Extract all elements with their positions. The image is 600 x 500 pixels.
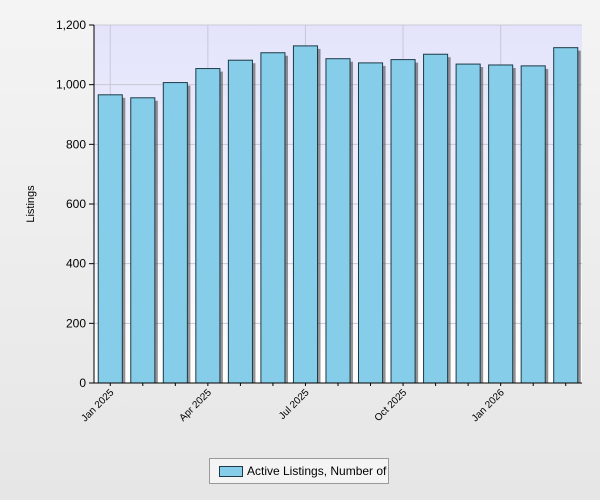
x-tick-label: Oct 2025	[373, 387, 410, 424]
legend-swatch	[219, 465, 243, 477]
bar	[390, 59, 416, 384]
x-tick-label: Jan 2025	[80, 387, 117, 424]
bar	[455, 63, 481, 384]
y-tick-label: 1,000	[56, 78, 86, 92]
y-tick-label: 200	[66, 316, 86, 330]
x-tick-label: Jan 2026	[470, 387, 507, 424]
y-axis-title: Listings	[25, 185, 37, 223]
bar	[195, 68, 221, 384]
bar	[162, 82, 188, 384]
bar	[488, 64, 514, 384]
legend-label: Active Listings, Number of	[247, 464, 387, 478]
y-tick-label: 1,200	[56, 18, 86, 32]
y-axis-ticks: 0 200 400 600 800 1,000 1,200	[56, 18, 94, 390]
bar	[325, 58, 351, 384]
bar	[520, 65, 546, 384]
bar	[357, 62, 384, 384]
bar	[423, 53, 449, 384]
bar	[97, 94, 123, 384]
y-tick-label: 600	[66, 197, 86, 211]
x-tick-label: Apr 2025	[178, 387, 215, 424]
x-axis-ticks: Jan 2025 Apr 2025 Jul 2025 Oct 2025 Jan 2026	[80, 383, 567, 424]
bar	[260, 52, 286, 384]
bar	[292, 45, 319, 384]
y-tick-label: 0	[79, 376, 86, 390]
bar	[227, 59, 253, 384]
bar	[553, 47, 579, 384]
bars	[97, 45, 581, 384]
y-tick-label: 400	[66, 257, 86, 271]
bar	[130, 97, 156, 384]
x-tick-label: Jul 2025	[277, 387, 312, 422]
legend: Active Listings, Number of	[209, 458, 389, 484]
y-tick-label: 800	[66, 137, 86, 151]
